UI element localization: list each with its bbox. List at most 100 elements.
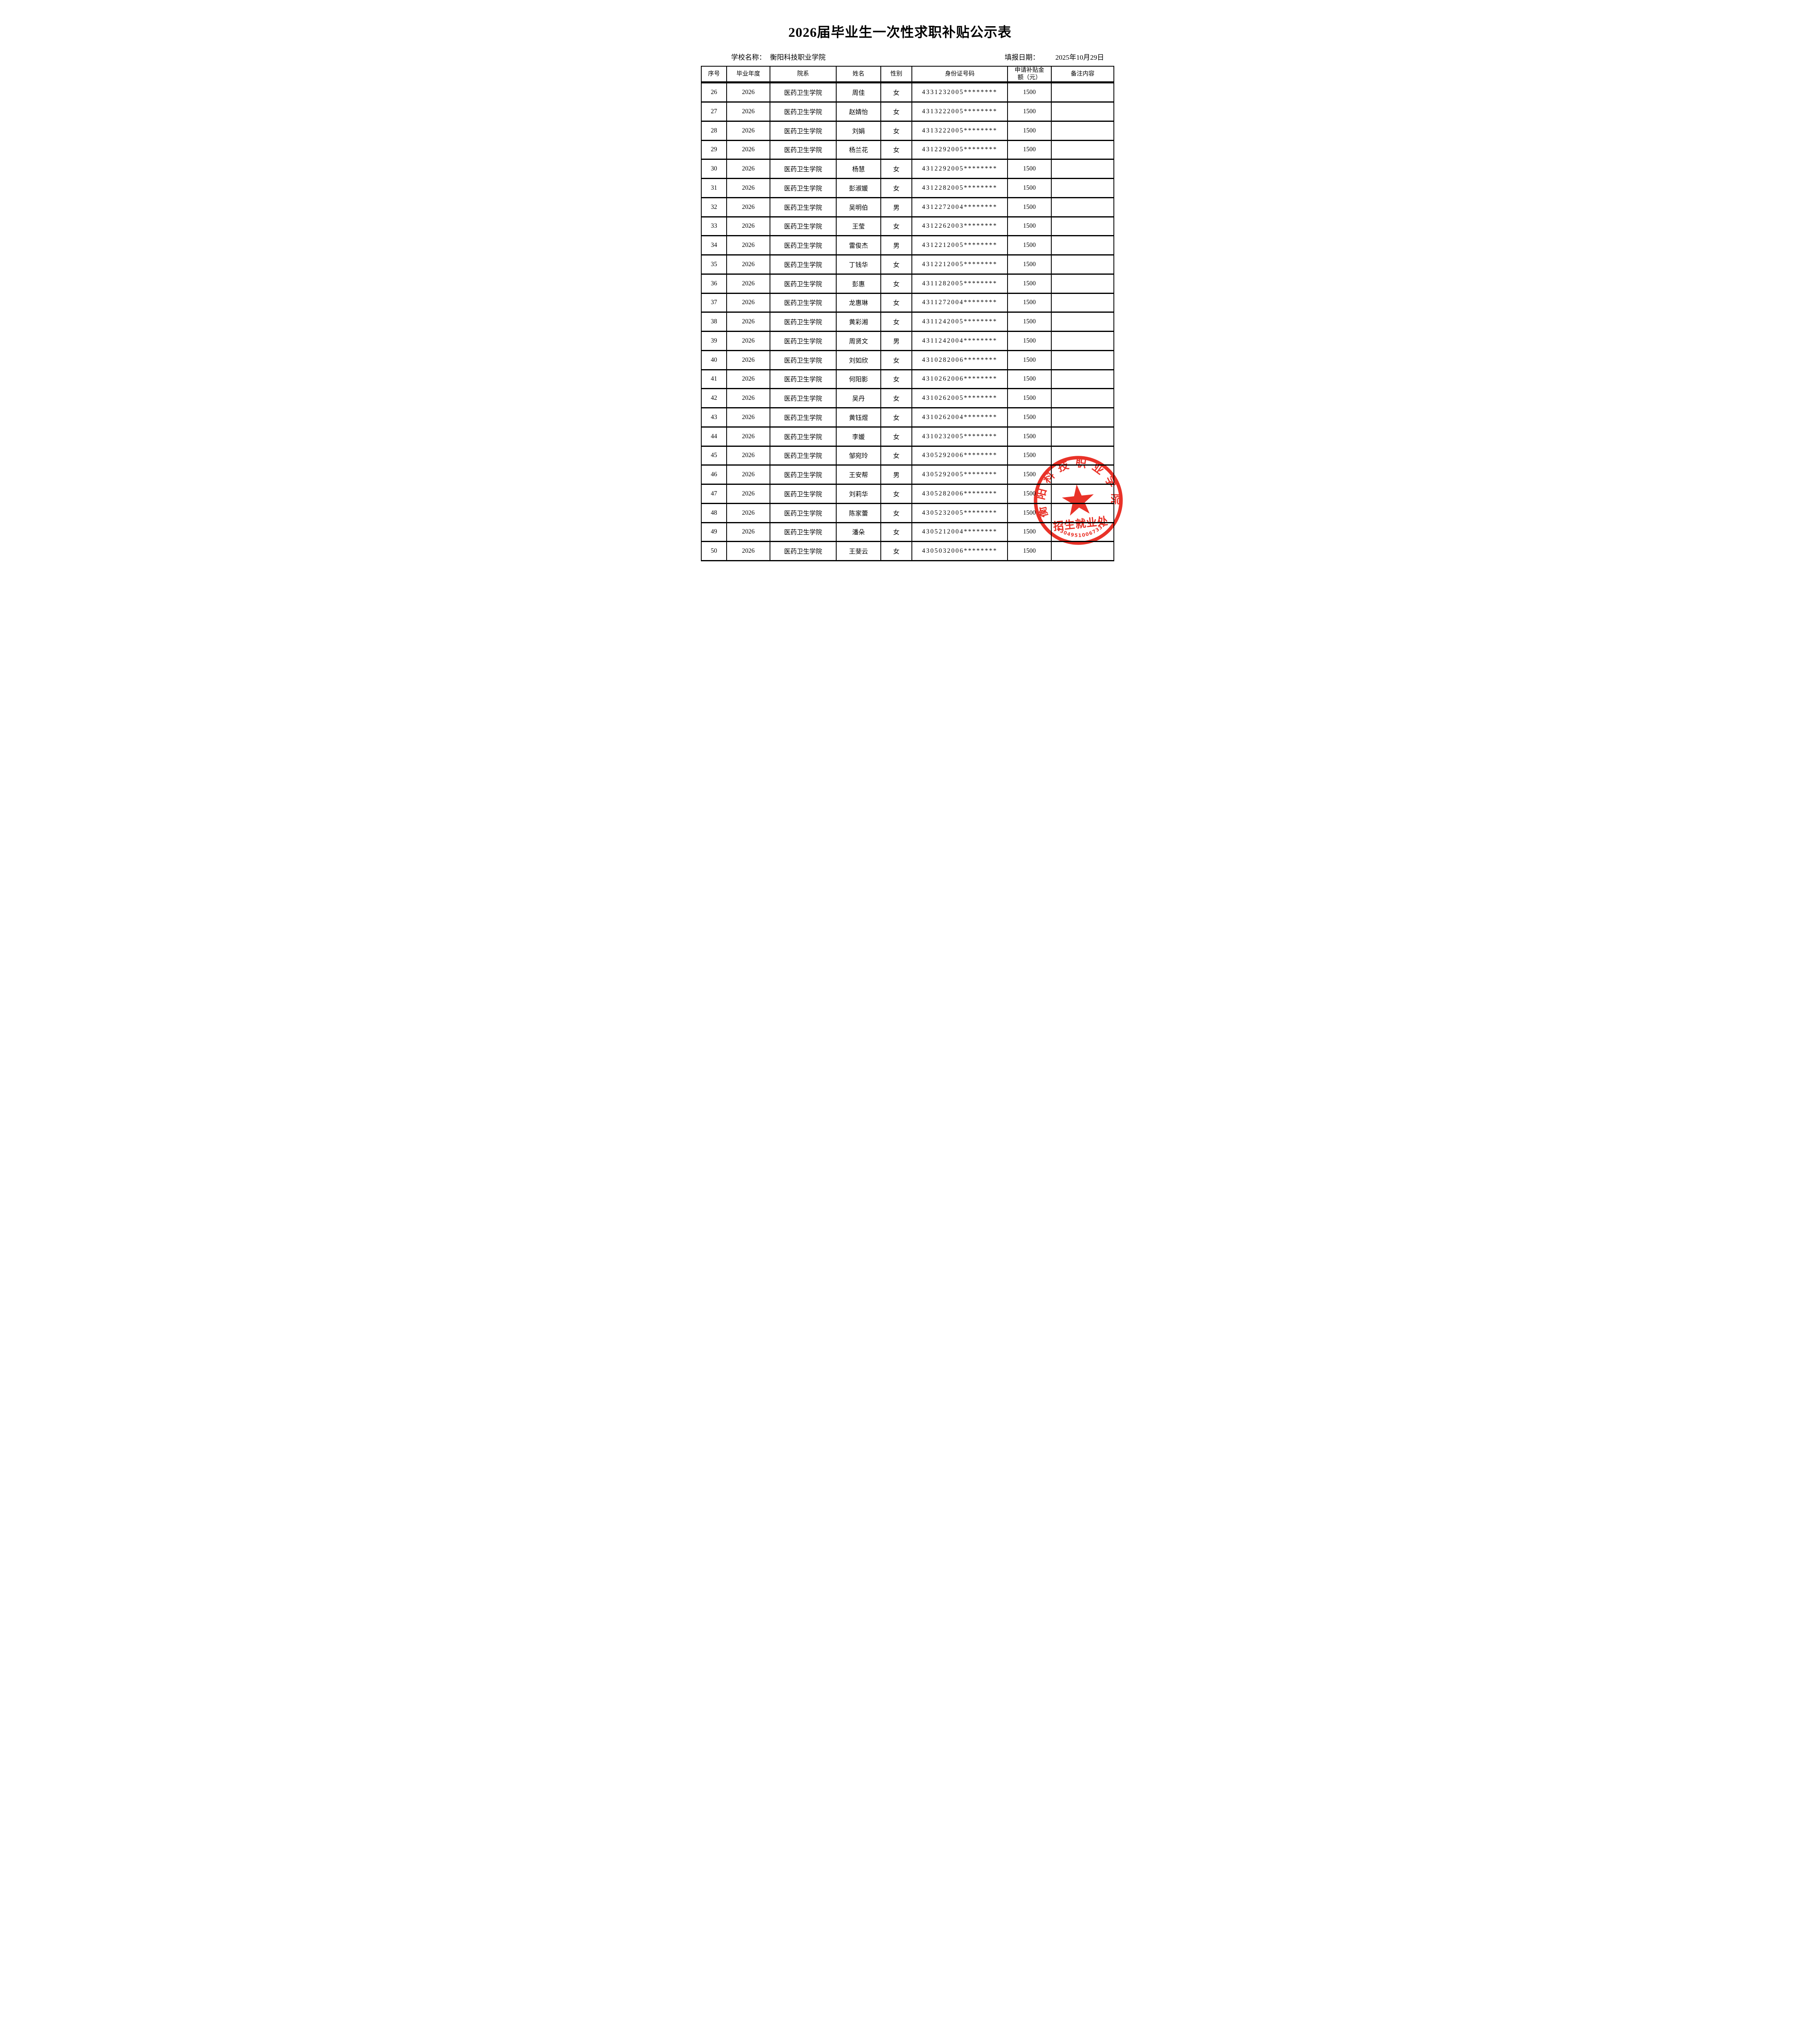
cell-department: 医药卫生学院 xyxy=(770,254,837,275)
cell-gender: 女 xyxy=(880,426,912,447)
cell-seq: 48 xyxy=(701,502,727,523)
table-row: 34 2026 医药卫生学院 雷俊杰男 4312212005******** 1500 xyxy=(701,235,1114,256)
cell-seq: 49 xyxy=(701,522,727,542)
cell-name: 黄钰煜 xyxy=(836,407,881,428)
cell-id: 4312292005******** xyxy=(911,139,1008,160)
school-name-label: 学校名称： xyxy=(731,54,766,61)
cell-id: 4305212004******** xyxy=(911,522,1008,542)
cell-seq: 36 xyxy=(701,273,727,294)
cell-seq: 41 xyxy=(701,369,727,390)
cell-gender: 男 xyxy=(880,235,912,256)
cell-year: 2026 xyxy=(726,369,770,390)
cell-gender: 女 xyxy=(880,350,912,370)
cell-gender: 女 xyxy=(880,216,912,237)
cell-seq: 44 xyxy=(701,426,727,447)
cell-year: 2026 xyxy=(726,139,770,160)
cell-amount: 1500 xyxy=(1007,541,1052,561)
column-header-note: 备注内容 xyxy=(1051,66,1114,84)
cell-id: 4312292005******** xyxy=(911,159,1008,179)
table-row: 40 2026 医药卫生学院 刘如欣女 4310282006******** 1500 xyxy=(701,350,1114,370)
cell-note xyxy=(1051,120,1114,141)
cell-name: 刘如欣 xyxy=(836,350,881,370)
cell-year: 2026 xyxy=(726,292,770,313)
cell-gender: 男 xyxy=(880,197,912,217)
cell-year: 2026 xyxy=(726,502,770,523)
cell-name: 王斐云 xyxy=(836,541,881,561)
cell-amount: 1500 xyxy=(1007,101,1052,122)
table-row: 27 2026 医药卫生学院 赵婧怡女 4313222005******** 1500 xyxy=(701,101,1114,122)
cell-name: 黄彩湘 xyxy=(836,312,881,332)
cell-gender: 男 xyxy=(880,331,912,351)
cell-gender: 女 xyxy=(880,82,912,103)
cell-name: 刘莉华 xyxy=(836,484,881,504)
table-row: 50 2026 医药卫生学院 王斐云女 4305032006******** 1500 xyxy=(701,541,1114,561)
cell-department: 医药卫生学院 xyxy=(770,445,837,466)
cell-year: 2026 xyxy=(726,178,770,198)
cell-gender: 女 xyxy=(880,369,912,390)
column-header-year: 毕业年度 xyxy=(726,66,770,84)
cell-seq: 47 xyxy=(701,484,727,504)
cell-seq: 39 xyxy=(701,331,727,351)
cell-amount: 1500 xyxy=(1007,292,1052,313)
cell-seq: 45 xyxy=(701,445,727,466)
cell-amount: 1500 xyxy=(1007,426,1052,447)
cell-amount: 1500 xyxy=(1007,197,1052,217)
cell-name: 王安帮 xyxy=(836,464,881,485)
meta-row: 学校名称： 衡阳科技职业学院 填报日期： 2025年10月29日 xyxy=(675,52,1125,63)
cell-id: 4305032006******** xyxy=(911,541,1008,561)
cell-year: 2026 xyxy=(726,235,770,256)
cell-gender: 女 xyxy=(880,273,912,294)
table-row: 38 2026 医药卫生学院 黄彩湘女 4311242005******** 1500 xyxy=(701,312,1114,332)
cell-department: 医药卫生学院 xyxy=(770,101,837,122)
table-header-row: 序号 毕业年度 院系 姓名 性别 身份证号码 申请补贴金额（元） 备注内容 xyxy=(701,66,1114,84)
cell-seq: 26 xyxy=(701,82,727,103)
table-header: 序号 毕业年度 院系 姓名 性别 身份证号码 申请补贴金额（元） 备注内容 xyxy=(701,66,1114,84)
cell-note xyxy=(1051,388,1114,408)
cell-department: 医药卫生学院 xyxy=(770,522,837,542)
cell-department: 医药卫生学院 xyxy=(770,159,837,179)
cell-seq: 42 xyxy=(701,388,727,408)
cell-gender: 女 xyxy=(880,502,912,523)
cell-amount: 1500 xyxy=(1007,502,1052,523)
cell-note xyxy=(1051,369,1114,390)
cell-year: 2026 xyxy=(726,216,770,237)
cell-amount: 1500 xyxy=(1007,331,1052,351)
cell-seq: 43 xyxy=(701,407,727,428)
cell-amount: 1500 xyxy=(1007,445,1052,466)
cell-note xyxy=(1051,139,1114,160)
table-row: 47 2026 医药卫生学院 刘莉华女 4305282006******** 1500 xyxy=(701,484,1114,504)
cell-note xyxy=(1051,464,1114,485)
cell-name: 陈家蕾 xyxy=(836,502,881,523)
cell-amount: 1500 xyxy=(1007,120,1052,141)
cell-year: 2026 xyxy=(726,426,770,447)
cell-department: 医药卫生学院 xyxy=(770,331,837,351)
cell-department: 医药卫生学院 xyxy=(770,464,837,485)
cell-department: 医药卫生学院 xyxy=(770,502,837,523)
cell-amount: 1500 xyxy=(1007,464,1052,485)
cell-department: 医药卫生学院 xyxy=(770,273,837,294)
table-row: 32 2026 医药卫生学院 吴明伯男 4312272004******** 1500 xyxy=(701,197,1114,217)
table-row: 33 2026 医药卫生学院 王莹女 4312262003******** 1500 xyxy=(701,216,1114,237)
table-row: 30 2026 医药卫生学院 杨慧女 4312292005******** 1500 xyxy=(701,159,1114,179)
cell-department: 医药卫生学院 xyxy=(770,350,837,370)
table-row: 43 2026 医药卫生学院 黄钰煜女 4310262004******** 1500 xyxy=(701,407,1114,428)
cell-amount: 1500 xyxy=(1007,522,1052,542)
cell-note xyxy=(1051,445,1114,466)
cell-name: 刘娟 xyxy=(836,120,881,141)
cell-id: 4311282005******** xyxy=(911,273,1008,294)
cell-name: 彭淑媛 xyxy=(836,178,881,198)
cell-name: 赵婧怡 xyxy=(836,101,881,122)
cell-id: 4313222005******** xyxy=(911,101,1008,122)
cell-year: 2026 xyxy=(726,101,770,122)
cell-id: 4310262006******** xyxy=(911,369,1008,390)
cell-department: 医药卫生学院 xyxy=(770,388,837,408)
cell-department: 医药卫生学院 xyxy=(770,235,837,256)
cell-gender: 女 xyxy=(880,445,912,466)
subsidy-table: 序号 毕业年度 院系 姓名 性别 身份证号码 申请补贴金额（元） 备注内容 26 2026 医药卫… xyxy=(701,66,1114,561)
cell-year: 2026 xyxy=(726,331,770,351)
cell-department: 医药卫生学院 xyxy=(770,216,837,237)
cell-seq: 28 xyxy=(701,120,727,141)
cell-department: 医药卫生学院 xyxy=(770,82,837,103)
cell-name: 雷俊杰 xyxy=(836,235,881,256)
cell-gender: 女 xyxy=(880,139,912,160)
